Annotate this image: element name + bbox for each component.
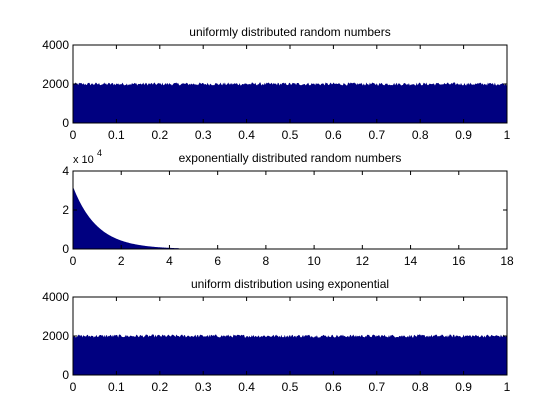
subplot-1: 0 0.1 0.2 0.3 0.4 0.5 0.6 0.7 0.8 0.9 1 0 2000 4000 un…: [42, 25, 510, 142]
x-tick-label: 0.2: [151, 380, 168, 394]
chart-title: uniformly distributed random numbers: [189, 25, 390, 39]
x-tick-label: 10: [307, 254, 321, 268]
x-tick-label: 0.7: [368, 128, 385, 142]
x-tick-label: 0.3: [195, 380, 212, 394]
x-tick-label: 0.2: [151, 128, 168, 142]
x-tick-label: 4: [166, 254, 173, 268]
x-tick-label: 0.7: [368, 380, 385, 394]
x-tick-label: 0.1: [108, 380, 125, 394]
y-exponent-power: 4: [97, 148, 102, 158]
x-tick-label: 0.4: [238, 380, 255, 394]
x-tick-label: 0: [70, 380, 77, 394]
plot-area: [73, 171, 507, 249]
x-tick-label: 0.9: [455, 380, 472, 394]
x-tick-label: 2: [118, 254, 125, 268]
x-tick-label: 0.5: [282, 128, 299, 142]
x-tick-label: 1: [504, 380, 511, 394]
x-tick-label: 0.3: [195, 128, 212, 142]
x-tick-label: 0.4: [238, 128, 255, 142]
x-tick-label: 8: [263, 254, 270, 268]
x-tick-label: 0.6: [325, 128, 342, 142]
y-tick-label: 2: [62, 203, 69, 217]
x-tick-label: 0: [70, 128, 77, 142]
x-tick-label: 6: [214, 254, 221, 268]
x-tick-label: 0: [70, 254, 77, 268]
y-tick-label: 2000: [42, 77, 69, 91]
y-tick-label: 0: [62, 242, 69, 256]
x-tick-label: 12: [356, 254, 370, 268]
x-tick-label: 0.8: [412, 128, 429, 142]
x-tick-label: 18: [500, 254, 514, 268]
x-tick-label: 0.6: [325, 380, 342, 394]
histogram-bars: [73, 334, 507, 375]
y-tick-label: 0: [62, 368, 69, 382]
histogram-bars: [73, 82, 507, 123]
chart-title: uniform distribution using exponential: [191, 277, 389, 291]
x-tick-label: 0.1: [108, 128, 125, 142]
x-tick-label: 0.9: [455, 128, 472, 142]
y-exponent-label: x 10: [73, 154, 94, 166]
y-tick-label: 4000: [42, 290, 69, 304]
subplot-3: 0 0.1 0.2 0.3 0.4 0.5 0.6 0.7 0.8 0.9 1 0 2000 4000 un…: [42, 277, 510, 394]
x-tick-label: 0.8: [412, 380, 429, 394]
y-tick-label: 4: [62, 164, 69, 178]
chart-title: exponentially distributed random numbers: [179, 151, 402, 165]
x-tick-label: 16: [452, 254, 466, 268]
y-tick-label: 2000: [42, 329, 69, 343]
x-tick-label: 14: [404, 254, 418, 268]
histogram-bars: [73, 186, 180, 249]
y-tick-label: 0: [62, 116, 69, 130]
x-tick-label: 0.5: [282, 380, 299, 394]
x-tick-label: 1: [504, 128, 511, 142]
y-tick-label: 4000: [42, 38, 69, 52]
